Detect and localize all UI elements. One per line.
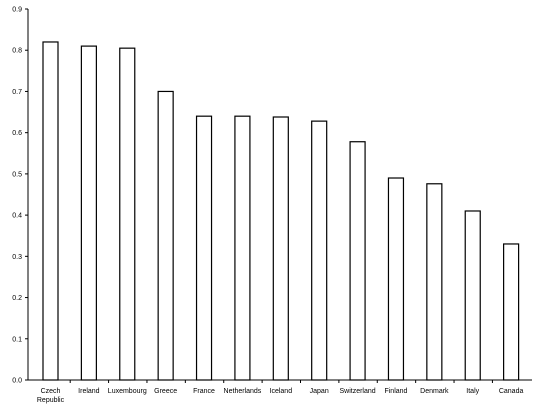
bar — [387, 177, 405, 381]
y-tick-label: 0.2 — [12, 295, 22, 302]
y-tick-label: 0.3 — [12, 254, 22, 261]
y-tick-label: 0.0 — [12, 378, 22, 385]
chart-axes — [25, 8, 532, 383]
bar — [234, 115, 251, 381]
x-category-label: Iceland — [270, 388, 293, 395]
x-category-label: Luxembourg — [108, 388, 147, 395]
bar — [195, 115, 213, 381]
y-tick-label: 0.9 — [12, 7, 22, 14]
x-category-label: Italy — [466, 388, 479, 395]
bar — [426, 183, 443, 381]
y-tick-label: 0.7 — [12, 89, 22, 96]
y-tick-label: 0.8 — [12, 48, 22, 55]
bar — [464, 210, 481, 381]
x-category-label: Japan — [310, 388, 329, 395]
bar — [349, 141, 366, 381]
bar — [42, 41, 59, 381]
y-tick-label: 0.6 — [12, 130, 22, 137]
bar — [503, 243, 520, 381]
y-tick-label: 0.1 — [12, 336, 22, 343]
bar — [80, 45, 97, 381]
x-category-label: France — [193, 388, 215, 395]
y-tick-label: 0.4 — [12, 213, 22, 220]
x-category-label: Republic — [37, 397, 65, 404]
y-tick-label: 0.5 — [12, 171, 22, 178]
bar — [157, 90, 174, 381]
x-category-label: Switzerland — [339, 388, 375, 395]
bar — [311, 120, 328, 381]
x-category-label: Czech — [41, 388, 61, 395]
chart-bars — [42, 41, 520, 381]
x-category-label: Denmark — [420, 388, 449, 395]
x-category-label: Canada — [499, 388, 524, 395]
chart-labels: 0.0 0.1 0.2 0.3 0.4 0.5 0.6 0.7 0.8 0.9 Czech Repub… — [12, 7, 523, 405]
x-category-label: Greece — [154, 388, 177, 395]
x-category-label: Ireland — [78, 388, 100, 395]
x-category-label: Finland — [384, 388, 407, 395]
x-category-label: Netherlands — [224, 388, 262, 395]
bar — [272, 116, 289, 381]
bar — [119, 47, 136, 381]
